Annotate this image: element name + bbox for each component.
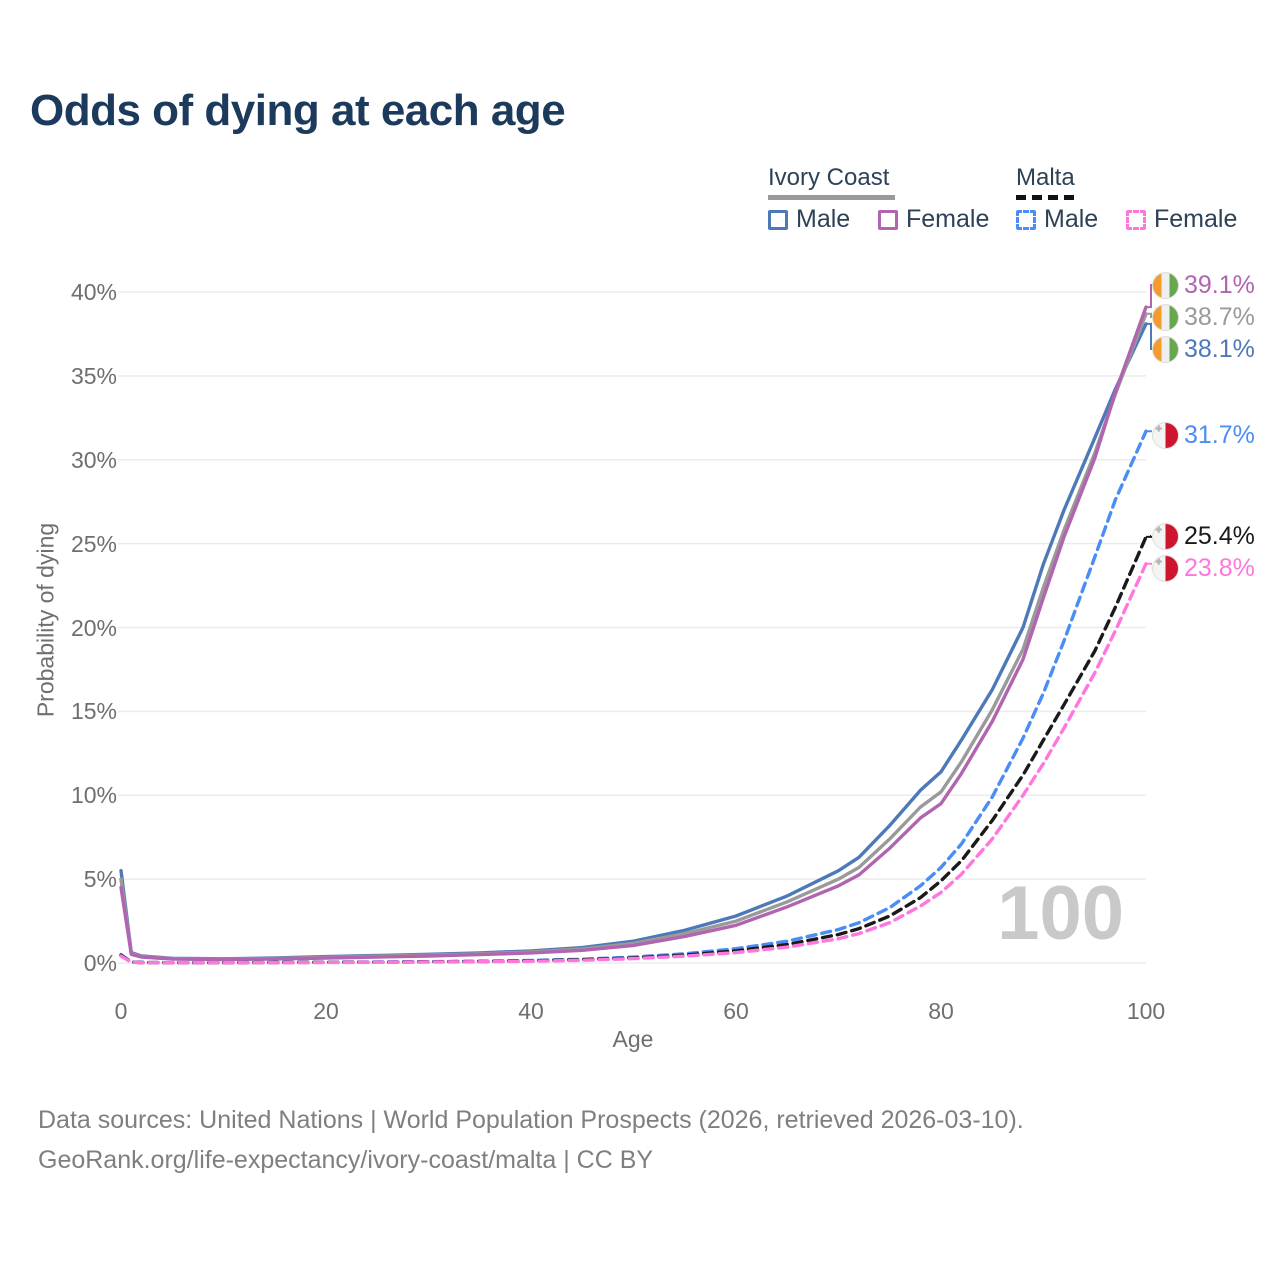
legend-group-malta[interactable]: Malta: [1016, 164, 1080, 200]
series-line-ic_t: [119, 312, 1148, 961]
x-tick-label: 80: [928, 998, 954, 1024]
footer-attribution: GeoRank.org/life-expectancy/ivory-coast/…: [38, 1146, 654, 1174]
x-tick-label: 40: [518, 998, 544, 1024]
legend-ivory-coast-label: Ivory Coast: [768, 164, 890, 191]
end-label-mt_f: 23.8%: [1152, 552, 1255, 584]
x-axis-title: Age: [612, 1026, 654, 1052]
end-label-ic_m: 38.1%: [1152, 333, 1255, 365]
ivory-coast-flag-icon: [1152, 335, 1179, 363]
end-label-mt_t: 25.4%: [1152, 520, 1255, 552]
malta-flag-icon: [1152, 522, 1179, 550]
end-label-value: 31.7%: [1184, 420, 1255, 449]
series-line-mt_m: [119, 429, 1148, 965]
x-tick-label: 100: [1126, 998, 1166, 1024]
legend-item-malta-male[interactable]: Male: [1016, 205, 1098, 234]
legend-malta-label: Malta: [1016, 164, 1075, 191]
ivory-coast-flag-icon: [1152, 303, 1179, 331]
ivory-coast-flag-icon: [1152, 271, 1179, 299]
legend-item-ivory-coast-female[interactable]: Female: [878, 205, 989, 234]
age-indicator-watermark: 100: [997, 871, 1124, 956]
legend-malta-underline: [1016, 195, 1080, 200]
end-label-value: 38.7%: [1184, 302, 1255, 331]
end-label-value: 39.1%: [1184, 270, 1255, 299]
ivory-coast-male-swatch-icon[interactable]: [768, 209, 788, 230]
y-tick-label: 30%: [70, 446, 117, 473]
end-label-value: 25.4%: [1184, 521, 1255, 550]
legend-item-ivory-coast-male[interactable]: Male: [768, 205, 850, 234]
malta-flag-icon: [1152, 421, 1179, 449]
y-tick-label: 35%: [70, 362, 117, 389]
x-tick-label: 0: [114, 998, 128, 1024]
series-line-mt_f: [119, 562, 1148, 965]
legend-item-label: Female: [1154, 205, 1238, 233]
end-label-ic_t: 38.7%: [1152, 301, 1255, 333]
footer-data-sources: Data sources: United Nations | World Pop…: [38, 1106, 1024, 1134]
ivory-coast-female-swatch-icon[interactable]: [878, 209, 898, 230]
end-label-mt_m: 31.7%: [1152, 419, 1255, 451]
y-tick-label: 0%: [83, 950, 117, 976]
x-tick-label: 20: [313, 998, 339, 1024]
legend-item-malta-female[interactable]: Female: [1126, 205, 1237, 234]
y-tick-label: 20%: [70, 614, 117, 641]
series-line-mt_t: [119, 535, 1148, 965]
series-line-ic_m: [119, 322, 1148, 961]
legend-item-label: Male: [1044, 205, 1099, 233]
malta-flag-icon: [1152, 554, 1179, 582]
malta-female-swatch-icon[interactable]: [1126, 209, 1146, 230]
y-tick-label: 25%: [70, 530, 117, 557]
legend-item-label: Female: [906, 205, 990, 233]
y-tick-label: 40%: [70, 279, 117, 305]
malta-male-swatch-icon[interactable]: [1016, 209, 1036, 230]
x-tick-label: 60: [723, 998, 749, 1024]
y-tick-label: 5%: [83, 866, 117, 893]
legend-item-label: Male: [796, 205, 851, 233]
legend-group-ivory-coast[interactable]: Ivory Coast: [768, 164, 895, 200]
end-label-leader-mt_t: [1146, 535, 1154, 538]
legend-ivory-coast-underline: [768, 195, 895, 200]
page-title: Odds of dying at each age: [30, 86, 566, 135]
end-label-ic_f: 39.1%: [1152, 269, 1255, 301]
y-tick-label: 15%: [70, 698, 117, 725]
series-line-ic_f: [119, 305, 1148, 962]
end-label-value: 38.1%: [1184, 334, 1255, 363]
y-tick-label: 10%: [70, 782, 117, 809]
end-label-value: 23.8%: [1184, 553, 1255, 582]
